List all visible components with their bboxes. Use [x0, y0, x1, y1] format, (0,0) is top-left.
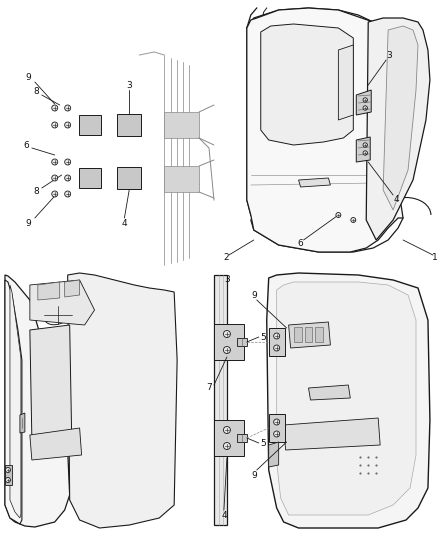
Circle shape [360, 457, 376, 473]
Polygon shape [5, 275, 70, 527]
Bar [79, 168, 100, 188]
Text: 5: 5 [260, 439, 265, 448]
Text: 6: 6 [23, 141, 29, 149]
Text: 3: 3 [224, 276, 230, 285]
Polygon shape [315, 327, 323, 342]
Text: 9: 9 [251, 290, 257, 300]
Text: 9: 9 [251, 471, 257, 480]
Polygon shape [267, 273, 430, 528]
Text: 9: 9 [25, 219, 31, 228]
Text: 2: 2 [223, 254, 229, 262]
Polygon shape [366, 18, 430, 240]
Polygon shape [261, 24, 353, 145]
Polygon shape [289, 322, 330, 348]
Polygon shape [304, 327, 312, 342]
Circle shape [65, 191, 71, 197]
Polygon shape [268, 442, 279, 467]
Circle shape [65, 175, 71, 181]
Text: 3: 3 [127, 82, 132, 91]
Circle shape [274, 345, 279, 351]
Polygon shape [356, 90, 371, 115]
Polygon shape [237, 338, 247, 346]
Polygon shape [164, 166, 199, 192]
Circle shape [340, 437, 396, 493]
Text: 5: 5 [260, 333, 265, 342]
Text: 4: 4 [122, 220, 127, 229]
Polygon shape [383, 26, 418, 210]
Polygon shape [214, 420, 244, 456]
Polygon shape [164, 112, 199, 138]
Polygon shape [284, 418, 380, 450]
Circle shape [5, 467, 11, 472]
Polygon shape [10, 285, 21, 518]
Circle shape [351, 217, 356, 222]
Polygon shape [5, 280, 22, 524]
Polygon shape [214, 324, 244, 360]
Circle shape [363, 143, 367, 147]
Circle shape [5, 478, 11, 482]
Circle shape [274, 333, 279, 339]
Polygon shape [214, 275, 227, 525]
Polygon shape [237, 434, 247, 442]
Polygon shape [356, 137, 370, 162]
Circle shape [52, 122, 58, 128]
Circle shape [223, 426, 230, 433]
Text: 6: 6 [298, 239, 304, 248]
Circle shape [274, 419, 279, 425]
Circle shape [52, 175, 58, 181]
Circle shape [363, 98, 367, 102]
Text: 1: 1 [432, 254, 438, 262]
Circle shape [65, 105, 71, 111]
Polygon shape [30, 325, 72, 438]
Text: 4: 4 [221, 512, 227, 521]
Bar [117, 114, 141, 136]
Text: 3: 3 [386, 52, 392, 61]
Polygon shape [247, 8, 403, 252]
Polygon shape [299, 178, 330, 187]
Polygon shape [65, 280, 80, 297]
Circle shape [52, 105, 58, 111]
Polygon shape [277, 282, 416, 515]
Polygon shape [30, 428, 81, 460]
Polygon shape [68, 273, 177, 528]
Text: 8: 8 [33, 188, 39, 197]
Text: 8: 8 [33, 86, 39, 95]
Circle shape [223, 346, 230, 353]
Polygon shape [293, 327, 301, 342]
Circle shape [223, 330, 230, 337]
Polygon shape [20, 413, 25, 433]
Circle shape [336, 213, 341, 217]
Circle shape [363, 151, 367, 155]
Text: 4: 4 [393, 196, 399, 205]
Circle shape [274, 431, 279, 437]
Polygon shape [268, 414, 285, 442]
Circle shape [65, 159, 71, 165]
Circle shape [350, 447, 386, 483]
Text: 9: 9 [25, 74, 31, 83]
Circle shape [52, 191, 58, 197]
Text: 7: 7 [206, 384, 212, 392]
Bar [79, 115, 100, 135]
Circle shape [223, 442, 230, 449]
Circle shape [363, 106, 367, 110]
Bar [117, 167, 141, 189]
Polygon shape [5, 465, 12, 485]
Circle shape [65, 122, 71, 128]
Polygon shape [30, 280, 95, 325]
Polygon shape [339, 45, 353, 120]
Circle shape [52, 159, 58, 165]
Polygon shape [38, 282, 60, 300]
Polygon shape [268, 328, 285, 356]
Polygon shape [308, 385, 350, 400]
